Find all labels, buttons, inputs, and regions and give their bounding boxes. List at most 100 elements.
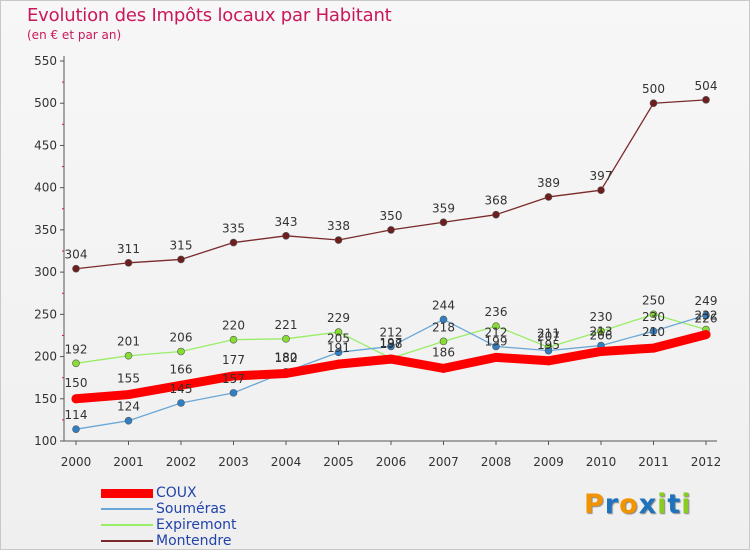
data-label-expiremont: 229 — [327, 311, 350, 325]
data-label-soumeras: 213 — [590, 325, 613, 339]
data-label-montendre: 343 — [275, 215, 298, 229]
data-point-montendre — [387, 226, 395, 234]
y-tick-label: 200 — [34, 350, 57, 364]
data-point-expiremont — [72, 359, 80, 368]
data-label-montendre: 359 — [432, 201, 455, 215]
data-label-expiremont: 198 — [380, 337, 403, 351]
y-tick-label: 350 — [34, 223, 57, 237]
data-point-coux — [596, 346, 606, 356]
legend-label-coux: COUX — [156, 485, 197, 501]
data-label-soumeras: 114 — [65, 408, 88, 422]
logo-letter: x — [638, 489, 658, 520]
data-point-expiremont — [597, 327, 605, 336]
logo-letter: t — [667, 489, 682, 520]
data-label-coux: 195 — [537, 338, 560, 352]
data-point-coux — [701, 330, 711, 340]
x-tick-label: 2009 — [533, 455, 564, 469]
data-label-soumeras: 182 — [275, 351, 298, 365]
data-label-soumeras: 207 — [537, 330, 560, 344]
x-tick-label: 2005 — [323, 455, 354, 469]
data-point-montendre — [334, 236, 343, 244]
data-label-coux: 186 — [432, 345, 455, 359]
data-label-coux: 177 — [222, 353, 245, 367]
data-label-montendre: 304 — [65, 248, 88, 262]
data-label-montendre: 389 — [537, 176, 560, 190]
data-point-montendre — [492, 210, 500, 219]
x-tick-label: 2000 — [61, 455, 92, 469]
data-point-soumeras — [334, 348, 343, 357]
data-point-coux — [176, 380, 186, 390]
data-label-expiremont: 192 — [65, 342, 88, 356]
data-label-coux: 197 — [380, 336, 403, 350]
data-label-soumeras: 205 — [327, 331, 350, 345]
data-point-montendre — [229, 238, 238, 247]
data-point-soumeras — [177, 399, 185, 407]
x-tick-label: 2011 — [638, 455, 669, 469]
data-label-montendre: 504 — [695, 79, 718, 93]
data-point-expiremont — [177, 347, 185, 356]
y-tick-label: 250 — [34, 307, 57, 321]
data-label-soumeras: 212 — [380, 325, 403, 339]
y-tick-label: 500 — [34, 96, 57, 110]
data-label-soumeras: 230 — [642, 310, 665, 324]
data-label-expiremont: 232 — [695, 309, 718, 323]
data-point-soumeras — [544, 346, 553, 355]
data-point-coux — [71, 394, 81, 404]
chart-subtitle: (en € et par an) — [27, 28, 122, 42]
legend-label-soumeras: Souméras — [156, 501, 227, 517]
y-tick-label: 400 — [34, 181, 57, 195]
data-point-montendre — [439, 218, 448, 227]
data-point-montendre — [544, 193, 553, 201]
legend-swatch-coux — [101, 488, 153, 498]
data-point-soumeras — [649, 327, 658, 336]
data-point-expiremont — [282, 335, 290, 343]
data-label-montendre: 500 — [642, 82, 665, 96]
y-tick-label: 100 — [34, 434, 57, 448]
data-label-expiremont: 201 — [117, 335, 140, 349]
data-label-coux: 210 — [642, 325, 665, 339]
data-label-expiremont: 206 — [170, 330, 193, 344]
data-label-coux: 191 — [327, 341, 350, 355]
data-label-montendre: 311 — [117, 242, 140, 256]
data-point-coux — [491, 352, 501, 362]
x-tick-label: 2003 — [218, 455, 249, 469]
data-label-soumeras: 249 — [695, 294, 718, 308]
x-tick-label: 2004 — [271, 455, 302, 469]
data-label-soumeras: 244 — [432, 298, 455, 312]
data-label-montendre: 350 — [380, 209, 403, 223]
data-label-expiremont: 250 — [642, 293, 665, 307]
logo-letter: o — [619, 489, 639, 520]
data-label-soumeras: 212 — [485, 325, 508, 339]
x-tick-label: 2010 — [586, 455, 617, 469]
data-label-montendre: 397 — [590, 169, 613, 183]
data-point-expiremont — [124, 351, 133, 360]
data-point-soumeras — [124, 416, 133, 425]
data-point-soumeras — [387, 342, 395, 351]
data-point-montendre — [282, 232, 290, 240]
data-point-coux — [124, 390, 133, 400]
data-label-expiremont: 220 — [222, 319, 245, 333]
data-label-montendre: 315 — [170, 238, 193, 252]
data-point-soumeras — [439, 315, 448, 324]
data-point-montendre — [177, 255, 185, 264]
data-point-soumeras — [72, 425, 80, 433]
legend-swatch-soumeras — [101, 508, 153, 510]
data-label-expiremont: 218 — [432, 320, 455, 334]
logo-letter: i — [657, 489, 668, 520]
data-point-soumeras — [702, 311, 710, 319]
y-tick-label: 150 — [34, 392, 57, 406]
data-label-coux: 150 — [65, 376, 88, 390]
data-point-montendre — [72, 264, 80, 273]
data-point-coux — [229, 371, 238, 381]
data-label-coux: 166 — [170, 362, 193, 376]
legend-swatch-montendre — [101, 540, 153, 542]
y-tick-label: 550 — [34, 54, 57, 68]
data-point-expiremont — [439, 337, 448, 346]
legend-label-montendre: Montendre — [156, 533, 232, 549]
data-point-coux — [439, 363, 448, 373]
data-label-soumeras: 145 — [170, 382, 193, 396]
data-label-montendre: 338 — [327, 219, 350, 233]
y-tick-label: 300 — [34, 265, 57, 279]
